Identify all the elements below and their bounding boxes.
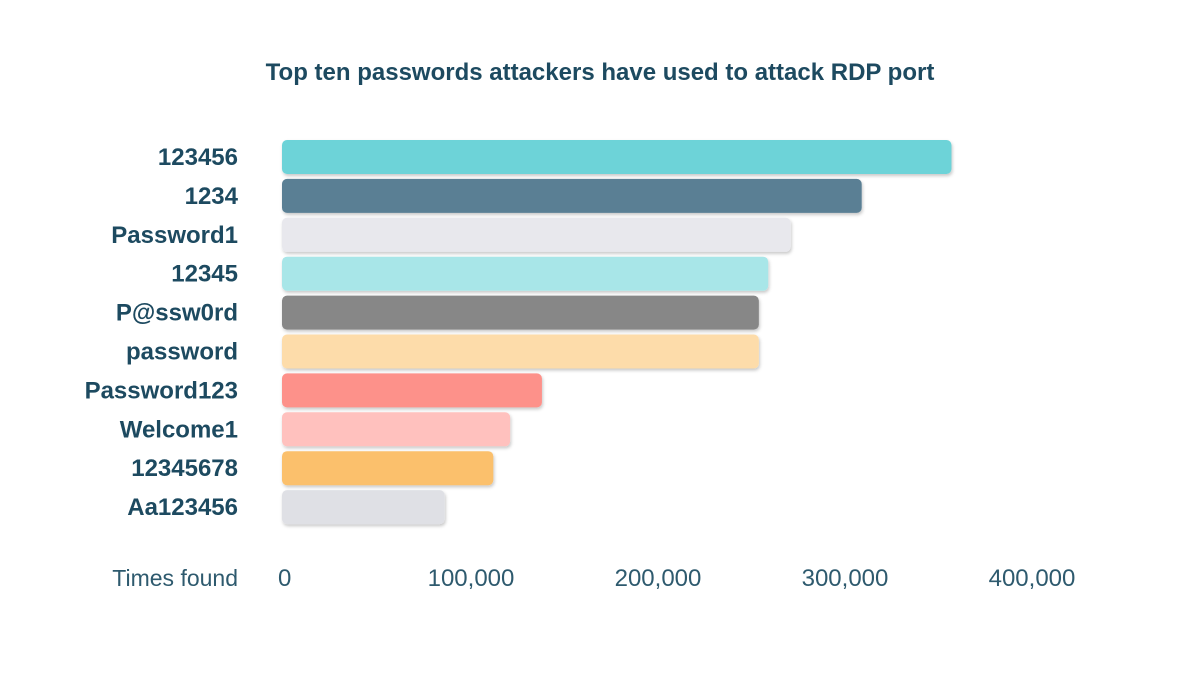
bar-password1 bbox=[282, 217, 791, 252]
bar-123456 bbox=[282, 140, 952, 174]
x-tick-label: 0 bbox=[278, 565, 291, 592]
category-label: 1234 bbox=[185, 183, 239, 210]
bar-password123 bbox=[282, 373, 542, 408]
bar-12345678 bbox=[282, 451, 494, 486]
x-tick-label: 400,000 bbox=[989, 565, 1076, 592]
bar-aa123456 bbox=[282, 490, 445, 525]
category-label: 12345678 bbox=[131, 455, 238, 482]
category-labels: 123456 1234 Password1 12345 P@ssw0rd password… bbox=[85, 144, 239, 521]
x-tick-label: 200,000 bbox=[615, 565, 702, 592]
bar-password bbox=[282, 334, 759, 369]
category-label: 12345 bbox=[171, 261, 238, 288]
bar-welcome1 bbox=[282, 412, 511, 447]
category-label: Welcome1 bbox=[120, 416, 238, 443]
x-tick-label: 300,000 bbox=[802, 565, 889, 592]
chart-title: Top ten passwords attackers have used to… bbox=[266, 59, 935, 86]
bar-p-ssw0rd bbox=[282, 295, 759, 330]
category-label: Password1 bbox=[111, 222, 238, 249]
x-tick-labels: 0 100,000 200,000 300,000 400,000 bbox=[278, 565, 1075, 592]
x-axis-title: Times found bbox=[112, 565, 238, 591]
category-label: 123456 bbox=[158, 144, 238, 171]
category-label: password bbox=[126, 339, 238, 366]
category-label: Aa123456 bbox=[127, 494, 238, 521]
bar-1234 bbox=[282, 178, 862, 213]
category-label: P@ssw0rd bbox=[116, 300, 238, 327]
category-label: Password123 bbox=[85, 377, 238, 404]
x-tick-label: 100,000 bbox=[428, 565, 515, 592]
bars bbox=[282, 140, 952, 525]
bar-12345 bbox=[282, 256, 769, 291]
